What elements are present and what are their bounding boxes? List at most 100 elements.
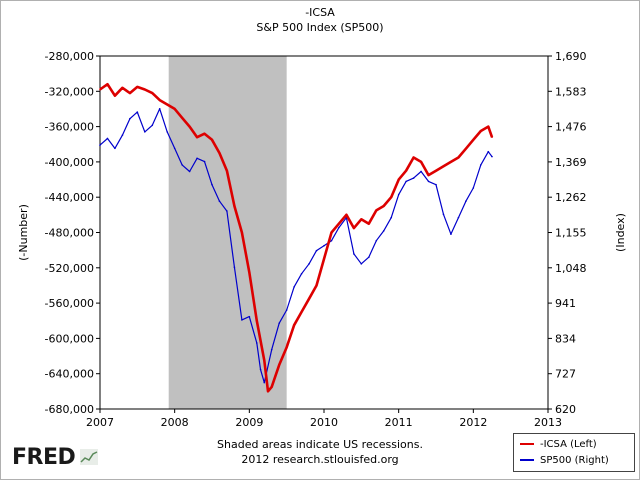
- sp500-series-point: [218, 200, 221, 202]
- icsa-series-point: [241, 231, 243, 234]
- sp500-series-point: [382, 230, 385, 232]
- sp500-series-point: [480, 164, 482, 166]
- icsa-series-point: [255, 319, 258, 322]
- icsa-series-point: [405, 169, 407, 172]
- sp500-series-point: [457, 216, 460, 219]
- icsa-series-point: [360, 218, 363, 221]
- right-axis-tick-label: 1,690: [555, 50, 587, 63]
- right-axis-tick-label: 1,262: [555, 191, 587, 204]
- sp500-series-point: [450, 233, 452, 235]
- sp500-series-point: [293, 286, 295, 288]
- legend-item-sp500: SP500 (Right): [520, 453, 609, 467]
- left-axis-tick-label: -680,000: [45, 403, 94, 416]
- sp500-series-point: [405, 180, 407, 183]
- icsa-series-point: [121, 86, 124, 89]
- left-axis-tick-label: -480,000: [45, 227, 94, 240]
- sp500-series-point: [397, 193, 400, 196]
- icsa-series-point: [457, 156, 460, 159]
- sp500-series-point: [472, 187, 475, 189]
- legend-item-icsa: -ICSA (Left): [520, 437, 597, 451]
- left-axis-tick-label: -640,000: [45, 368, 94, 381]
- sp500-series-point: [487, 150, 490, 153]
- sp500-series-point: [211, 183, 213, 186]
- icsa-series-point: [188, 125, 191, 128]
- icsa-series-point: [270, 386, 273, 388]
- fred-logo: FRED: [12, 445, 76, 470]
- left-axis-tick-label: -320,000: [45, 85, 94, 98]
- icsa-series-point: [435, 169, 437, 172]
- sp500-series-point: [166, 131, 168, 133]
- chart-title: -ICSA: [305, 6, 335, 19]
- chart-legend: -ICSA (Left) SP500 (Right): [513, 433, 635, 472]
- icsa-series-point: [106, 83, 109, 86]
- icsa-series-point: [173, 108, 176, 110]
- left-axis-tick-label: -600,000: [45, 332, 94, 345]
- icsa-series-point: [218, 152, 221, 154]
- sp500-series-point: [158, 107, 161, 110]
- icsa-series-point: [330, 231, 333, 234]
- sp500-series-point: [248, 315, 251, 318]
- sp500-series-point: [188, 170, 191, 173]
- icsa-series-point: [233, 205, 236, 207]
- sp500-series-point: [114, 147, 116, 150]
- sp500-series-point: [99, 144, 101, 146]
- icsa-series-point: [99, 88, 101, 91]
- right-axis-tick-label: 1,369: [555, 156, 587, 169]
- sp500-series-point: [241, 319, 243, 321]
- legend-label-icsa: -ICSA (Left): [540, 438, 597, 450]
- sp500-series-point: [491, 155, 493, 158]
- left-axis-tick-label: -440,000: [45, 191, 94, 204]
- icsa-series-point: [114, 94, 116, 97]
- source-credit: 2012 research.stlouisfed.org: [241, 453, 399, 466]
- icsa-series-point: [151, 92, 154, 94]
- sp500-series-point: [435, 183, 437, 186]
- sp500-series-point: [442, 213, 445, 216]
- legend-swatch-icsa: [520, 443, 534, 445]
- x-axis-tick-label: 2011: [385, 416, 413, 429]
- sp500-series-point: [465, 200, 467, 202]
- legend-label-sp500: SP500 (Right): [540, 454, 609, 466]
- icsa-series-point: [345, 214, 348, 216]
- right-axis-label: (Index): [614, 213, 627, 252]
- left-axis-tick-label: -280,000: [45, 50, 94, 63]
- icsa-series-point: [144, 88, 146, 91]
- icsa-series-point: [491, 136, 493, 138]
- icsa-series-point: [368, 222, 370, 225]
- sp500-series-point: [196, 157, 198, 160]
- sp500-series-point: [300, 272, 303, 275]
- icsa-series-point: [427, 174, 430, 176]
- icsa-series-point: [308, 297, 310, 300]
- x-axis-tick-label: 2009: [235, 416, 263, 429]
- right-axis-tick-label: 1,048: [555, 262, 587, 275]
- sp500-series-point: [330, 239, 333, 242]
- icsa-series-point: [196, 136, 198, 138]
- sp500-series-point: [360, 263, 363, 265]
- icsa-series-point: [353, 227, 355, 229]
- left-axis-tick-label: -560,000: [45, 297, 94, 310]
- legend-swatch-sp500: [520, 459, 534, 461]
- icsa-series-point: [203, 132, 206, 135]
- sp500-series-point: [420, 170, 422, 173]
- recession-note: Shaded areas indicate US recessions.: [217, 438, 423, 451]
- sp500-series-point: [255, 342, 258, 344]
- x-axis-tick-label: 2013: [534, 416, 562, 429]
- right-axis-tick-label: 941: [555, 297, 576, 310]
- icsa-series-point: [323, 258, 325, 260]
- icsa-series-point: [472, 139, 475, 141]
- right-axis-tick-label: 1,155: [555, 227, 587, 240]
- icsa-series-point: [412, 156, 415, 159]
- sp500-series-point: [233, 266, 236, 268]
- sp500-series-point: [368, 256, 370, 259]
- sp500-series-point: [375, 239, 378, 242]
- icsa-series-point: [487, 125, 490, 128]
- sp500-series-point: [315, 249, 318, 252]
- sp500-series-point: [285, 309, 288, 311]
- x-axis-tick-label: 2008: [161, 416, 189, 429]
- icsa-series-point: [390, 196, 393, 198]
- right-axis-tick-label: 1,583: [555, 85, 587, 98]
- sp500-series-point: [203, 160, 206, 163]
- sp500-series-point: [338, 226, 340, 229]
- icsa-series-point: [248, 271, 251, 274]
- icsa-series-point: [129, 92, 131, 94]
